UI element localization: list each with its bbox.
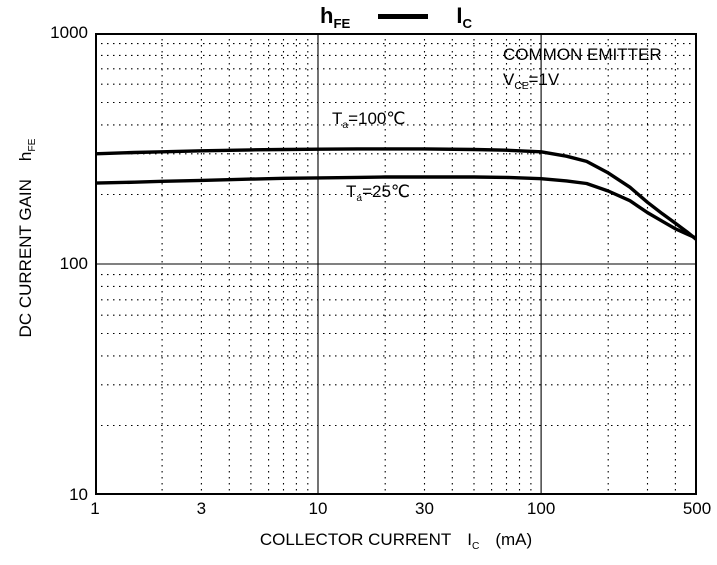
x-tick-label-100: 100: [526, 499, 556, 518]
x-axis-title: COLLECTOR CURRENT IC (mA): [95, 530, 697, 553]
x-tick-label-10: 10: [308, 499, 328, 518]
chart-canvas: [95, 33, 697, 495]
title-hfe-label: hFE: [320, 3, 351, 32]
curve-ta-100c: [95, 147, 697, 242]
ta-subscript-25: a: [356, 193, 363, 205]
test-condition-annotation: COMMON EMITTER VCE=1V: [503, 42, 662, 95]
x-axis-symbol-subscript: C: [471, 541, 480, 553]
x-tick-label-30: 30: [415, 499, 434, 518]
y-tick-label-10: 10: [69, 485, 88, 504]
curve-label-ta-100c: Ta=100℃: [332, 109, 406, 132]
curve-label-ta-25c: Ta=25℃: [346, 182, 410, 205]
title-hfe-subscript: FE: [333, 16, 351, 32]
y-tick-label-100: 100: [59, 254, 88, 273]
legend-line-icon: [378, 13, 429, 19]
ta-subscript-100: a: [342, 120, 349, 132]
x-tick-label-1: 1: [90, 499, 100, 518]
condition-vce: VCE=1V: [503, 70, 560, 93]
chart-title: hFE IC: [95, 0, 697, 32]
x-axis-symbol: IC: [467, 530, 480, 553]
x-axis-unit: (mA): [495, 530, 533, 549]
curve-ta-25c: [95, 175, 697, 241]
x-axis-tick-labels: 1 3 10 30 100 500: [90, 499, 711, 519]
x-axis-title-text: COLLECTOR CURRENT: [259, 530, 452, 549]
title-ic-label: IC: [456, 3, 472, 32]
y-tick-label-1000: 1000: [50, 23, 88, 42]
vce-subscript: CE: [514, 81, 529, 93]
condition-common-emitter: COMMON EMITTER: [503, 45, 662, 64]
y-axis-tick-labels: 10 100 1000: [0, 23, 88, 504]
plot-area: COMMON EMITTER VCE=1V Ta=100℃ Ta=25℃: [95, 33, 697, 495]
x-tick-label-3: 3: [196, 499, 207, 518]
x-tick-label-500: 500: [682, 499, 712, 518]
title-ic-subscript: C: [462, 16, 472, 32]
